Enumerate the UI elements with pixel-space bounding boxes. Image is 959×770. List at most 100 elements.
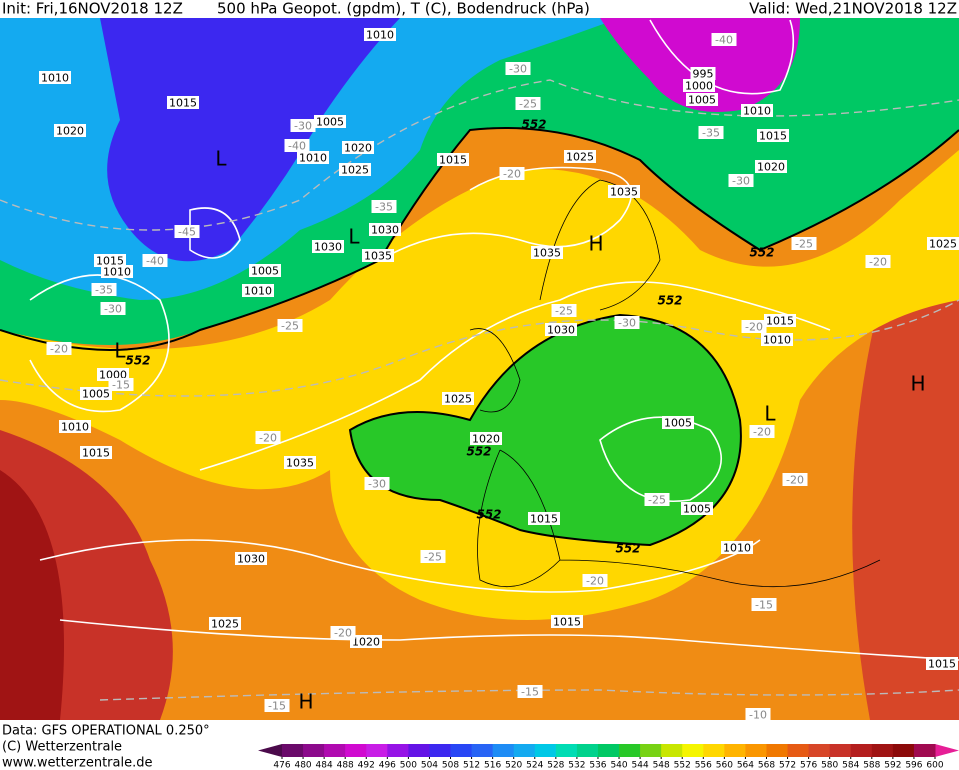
isobar-label: 1020	[352, 636, 380, 649]
temperature-label: -15	[112, 379, 130, 392]
colorbar-bin	[387, 744, 409, 757]
temperature-label: -15	[268, 700, 286, 713]
isobar	[189, 207, 241, 259]
isobar-label: 1010	[103, 266, 131, 279]
isobar-label-box	[528, 512, 560, 525]
temperature-label-box	[100, 302, 126, 315]
colorbar-bin	[324, 744, 346, 757]
isobar-label: 1005	[664, 417, 692, 430]
isobar-label-box	[94, 254, 126, 267]
isobar-label: 1015	[553, 616, 581, 629]
header-band	[0, 0, 959, 18]
temperature-label: -30	[368, 478, 386, 491]
isobar-label: 1005	[688, 94, 716, 107]
temperature-label: -45	[178, 226, 196, 239]
isobar-label: 1010	[366, 29, 394, 42]
isobar-label-box	[101, 265, 133, 278]
colorbar-label: 540	[610, 761, 627, 770]
isobar-label: 1015	[530, 513, 558, 526]
colorbar-bin	[492, 744, 515, 757]
isobar-label: 1010	[743, 105, 771, 118]
colorbar-label: 584	[842, 761, 859, 770]
temperature-label-box	[782, 473, 808, 486]
isobar-label: 1020	[344, 142, 372, 155]
temperature-label-box	[865, 255, 891, 268]
colorbar-bin	[640, 744, 662, 757]
temperature-label: -25	[648, 494, 666, 507]
colorbar-label: 488	[337, 761, 354, 770]
temperature-label-box	[505, 62, 531, 75]
isobar-label-box	[342, 141, 374, 154]
temperature-label-box	[46, 342, 72, 355]
isobar-label: 1035	[610, 186, 638, 199]
temperature-label: -20	[869, 256, 887, 269]
contour-label: 552	[466, 445, 491, 459]
isobar-label-box	[764, 314, 796, 327]
colorbar-bin	[724, 744, 746, 757]
temperature-label-box	[644, 493, 670, 506]
temperature-label: -20	[753, 426, 771, 439]
pressure-center: L	[764, 402, 776, 426]
isobar-label: 1010	[723, 542, 751, 555]
isobar-label-box	[235, 552, 267, 565]
temperature-label-box	[420, 550, 446, 563]
isobar-label: 1020	[472, 433, 500, 446]
contour-label: 552	[521, 118, 546, 132]
map-labels: 1010 1015 1020 1010 1005 1010 1020 1025 1015 1025…	[39, 28, 959, 722]
temperature-label-box	[698, 126, 724, 139]
isobar-label-box	[683, 79, 715, 92]
isobar-label: 1010	[41, 72, 69, 85]
colorbar-label: 504	[421, 761, 438, 770]
coastline	[469, 179, 881, 588]
colorbar-bin	[450, 744, 473, 757]
isobar-label-box	[284, 456, 316, 469]
colorbar-label: 596	[905, 761, 922, 770]
colorbar-bin	[429, 744, 452, 757]
temperature-label-box	[108, 378, 134, 391]
isobar-label-box	[249, 264, 281, 277]
temperature-label: -20	[745, 321, 763, 334]
colorbar-bin	[513, 744, 536, 757]
field-green-europe	[350, 315, 741, 545]
temperature-label: -30	[732, 175, 750, 188]
isobar-label: 1025	[929, 238, 957, 251]
colorbar-label: 508	[442, 761, 459, 770]
colorbar-label: 548	[653, 761, 670, 770]
temperature-label: -25	[519, 98, 537, 111]
website: www.wetterzentrale.de	[2, 756, 152, 770]
isobar-label: 1025	[211, 618, 239, 631]
colorbar-bin	[282, 744, 304, 757]
temperature-label: -40	[288, 140, 306, 153]
isobar-label: 1035	[364, 250, 392, 263]
colorbar-bin	[703, 744, 725, 757]
isobar-label: 1030	[237, 553, 265, 566]
temperature-label-box	[749, 425, 775, 438]
colorbar-arrow	[935, 744, 959, 757]
isobar-label: 1005	[683, 503, 711, 516]
temperature-label: -35	[95, 284, 113, 297]
temperature-label-box	[91, 283, 117, 296]
colorbar-label: 480	[294, 761, 311, 770]
colorbar-bin	[661, 744, 683, 757]
colorbar-bin	[576, 744, 599, 757]
isobar-label-box	[681, 502, 713, 515]
temperature-label: -15	[521, 686, 539, 699]
isobar-label: 1010	[299, 152, 327, 165]
colorbar-bin	[597, 744, 620, 757]
field-blue	[100, 18, 400, 262]
temperature-label-box	[791, 237, 817, 250]
pressure-center: L	[114, 339, 126, 363]
isobar-label: 1035	[533, 247, 561, 260]
isobar-label-box	[209, 617, 241, 630]
colorbar-label: 520	[505, 761, 522, 770]
temperature-label-box	[277, 319, 303, 332]
colorbar-label: 572	[779, 761, 796, 770]
map-field	[0, 18, 959, 720]
colorbar-label: 496	[379, 761, 396, 770]
temperature-label-box	[290, 119, 316, 132]
isobar-label-box	[242, 284, 274, 297]
contour-552	[348, 313, 742, 547]
isobar-label: 995	[693, 68, 714, 81]
isobar-label: 1030	[547, 324, 575, 337]
temperature-label: -35	[702, 127, 720, 140]
